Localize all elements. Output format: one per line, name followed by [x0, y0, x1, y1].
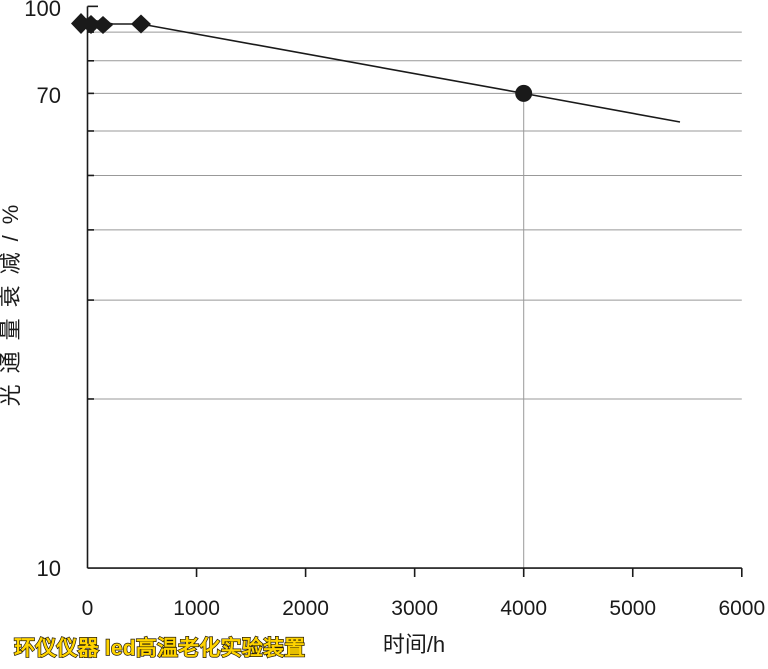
svg-text:3000: 3000	[391, 597, 438, 620]
svg-text:70: 70	[37, 83, 61, 108]
svg-text:100: 100	[24, 0, 61, 21]
svg-text:光通量衰减/%: 光通量衰减/%	[0, 194, 23, 407]
svg-text:6000: 6000	[718, 597, 765, 620]
svg-text:时间/h: 时间/h	[383, 632, 445, 657]
svg-text:4000: 4000	[500, 597, 547, 620]
svg-text:5000: 5000	[609, 597, 656, 620]
svg-text:10: 10	[37, 556, 61, 581]
svg-text:1000: 1000	[173, 597, 220, 620]
svg-text:2000: 2000	[282, 597, 329, 620]
svg-text:0: 0	[82, 597, 94, 620]
